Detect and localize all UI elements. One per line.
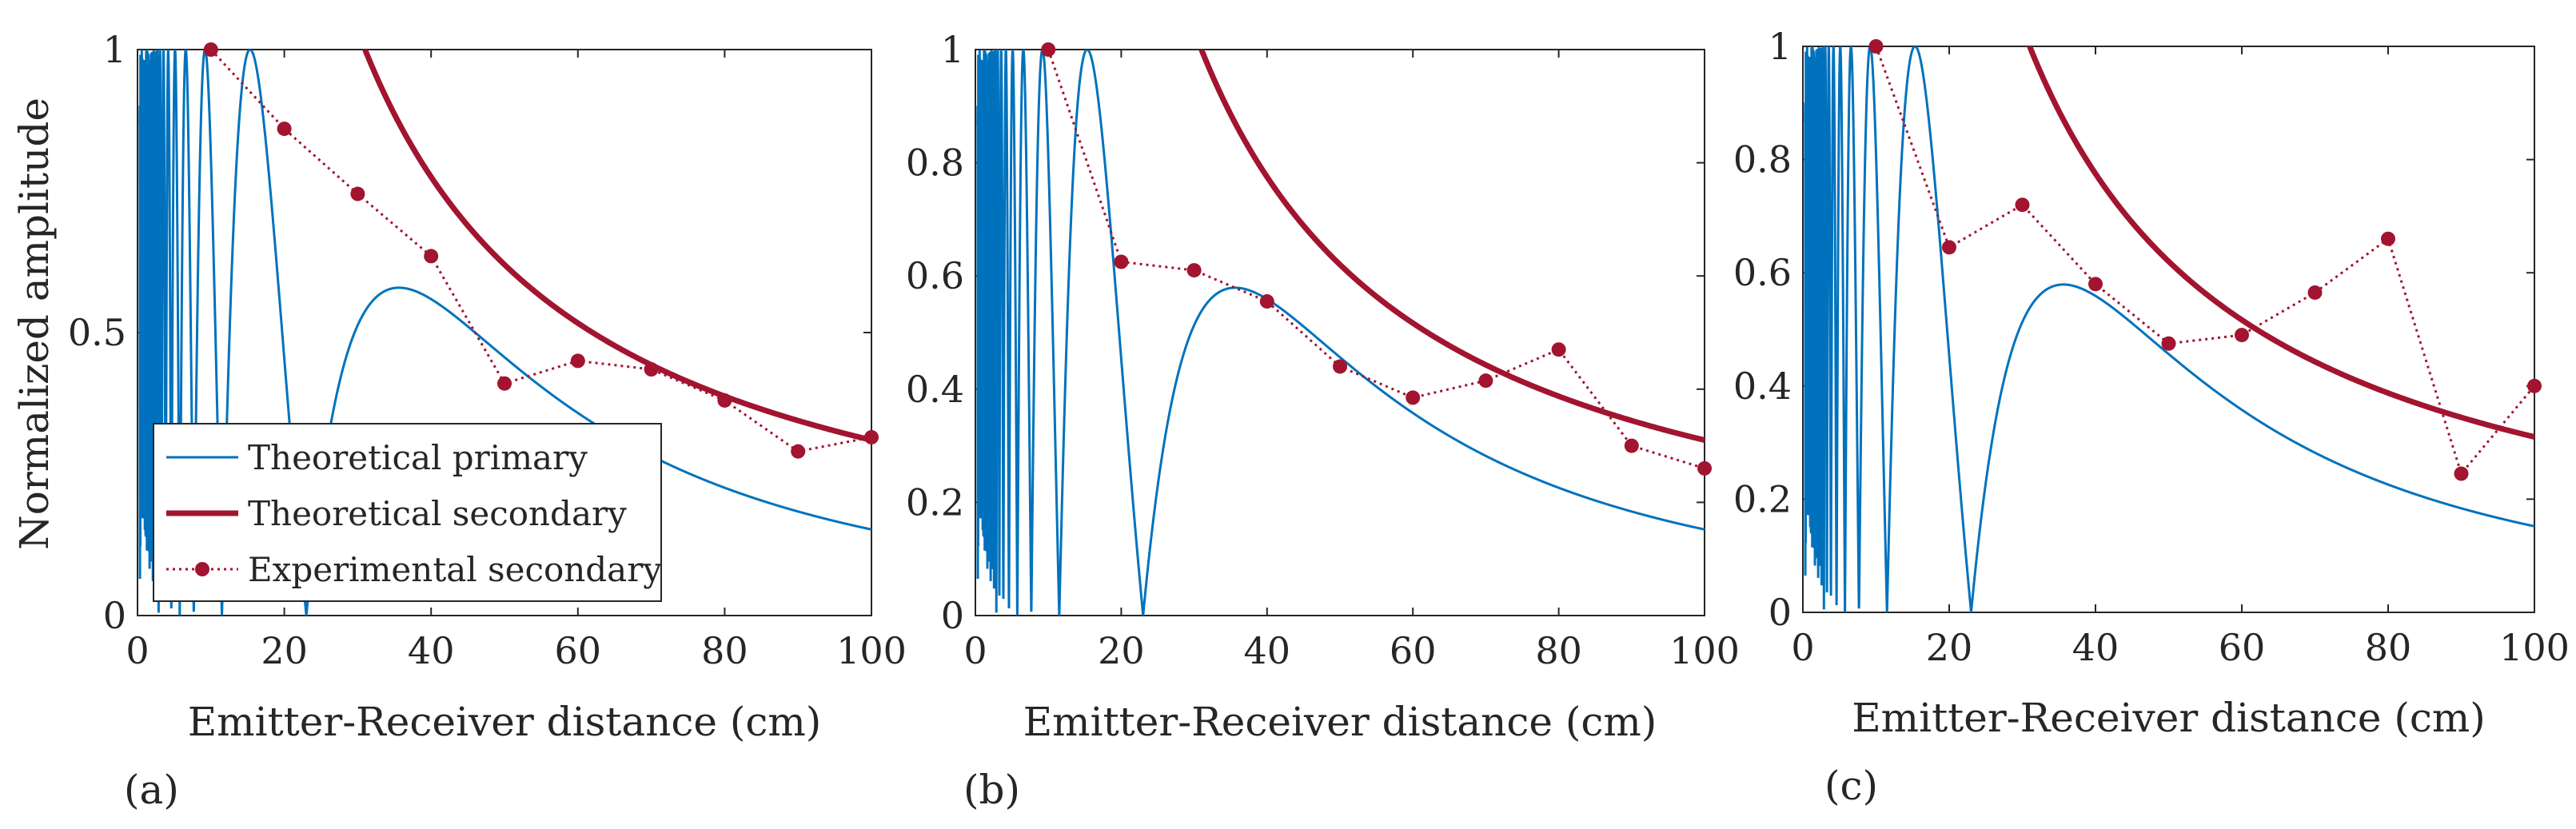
x-tick-label: 20: [1098, 629, 1145, 672]
x-tick-label: 100: [2499, 626, 2570, 669]
x-tick-label: 40: [1244, 629, 1291, 672]
y-tick-label: 1: [1769, 25, 1792, 68]
series-experimental-secondary: [209, 48, 872, 453]
experimental-point: [644, 362, 659, 377]
experimental-point: [277, 122, 292, 137]
experimental-point: [1041, 42, 1056, 57]
legend: Theoretical primary Theoretical secondar…: [153, 423, 662, 602]
experimental-point: [1259, 294, 1274, 309]
x-tick-label: 60: [2219, 626, 2266, 669]
y-tick-label: 0.8: [1733, 138, 1792, 181]
legend-label-secondary: Theoretical secondary: [248, 494, 627, 533]
plot-series: [138, 50, 871, 616]
x-tick-label: 40: [2072, 626, 2119, 669]
x-tick-label: 20: [261, 629, 308, 672]
experimental-point: [2015, 197, 2030, 213]
experimental-point: [570, 353, 585, 369]
x-tick-label: 100: [836, 629, 907, 672]
experimental-point: [1697, 460, 1712, 476]
plot-series: [1804, 46, 2534, 612]
experimental-point: [2161, 336, 2176, 351]
experimental-point: [1478, 373, 1493, 389]
legend-marker-experimental: [195, 562, 209, 576]
series-theoretical-secondary: [2026, 46, 2534, 440]
experimental-point: [1942, 240, 1956, 255]
experimental-point: [1551, 342, 1566, 357]
experimental-point: [2454, 466, 2469, 481]
panel-label: (a): [124, 767, 179, 813]
experimental-point: [2088, 277, 2103, 292]
x-tick-label: 20: [1926, 626, 1973, 669]
x-tick-label: 0: [126, 629, 149, 672]
x-tick-label: 100: [1669, 629, 1740, 672]
y-tick-label: 0.4: [1733, 365, 1792, 408]
experimental-point: [497, 376, 512, 391]
legend-label-primary: Theoretical primary: [248, 438, 588, 477]
y-tick-label: 0.6: [906, 254, 964, 297]
x-tick-label: 80: [701, 629, 748, 672]
experimental-point: [2381, 231, 2395, 246]
series-theoretical-primary: [976, 50, 1705, 616]
y-tick-label: 0.8: [906, 141, 964, 185]
experimental-point: [1114, 254, 1129, 269]
x-tick-label: 80: [2365, 626, 2412, 669]
x-tick-label: 40: [408, 629, 455, 672]
series-experimental-secondary: [1875, 46, 2536, 476]
y-tick-label: 0: [103, 594, 126, 637]
y-tick-label: 0.2: [1733, 477, 1792, 520]
plot-series: [976, 50, 1705, 616]
y-tick-label: 1: [941, 28, 964, 71]
series-experimental-secondary: [1047, 49, 1705, 470]
x-axis-label: Emitter-Receiver distance (cm): [188, 699, 822, 745]
legend-label-experimental: Experimental secondary: [248, 550, 662, 589]
y-axis-label: Normalized amplitude: [11, 98, 58, 550]
plot-area: [1802, 46, 2535, 613]
panel-label: (b): [963, 767, 1020, 813]
panel-a: 0 20 40 60 80 100 0 0.5 1 Emitter-Receiver distan…: [68, 28, 907, 813]
experimental-point: [1624, 438, 1639, 453]
plot-area: [975, 49, 1705, 616]
experimental-point: [1406, 390, 1421, 405]
experimental-point: [1186, 263, 1202, 278]
panel-label: (c): [1824, 763, 1878, 809]
experimental-point: [2235, 328, 2249, 343]
series-theoretical-primary: [1804, 46, 2534, 612]
x-axis-label: Emitter-Receiver distance (cm): [1023, 699, 1657, 745]
y-tick-label: 1: [103, 28, 126, 71]
series-theoretical-secondary: [1198, 50, 1705, 443]
y-tick-label: 0.4: [906, 368, 964, 411]
experimental-point: [791, 444, 806, 459]
x-axis-label: Emitter-Receiver distance (cm): [1852, 695, 2486, 741]
series-theoretical-secondary: [361, 50, 871, 443]
panel-b: 0 20 40 60 80 100 0 0.2 0.4 0.6 0.8 1 Emitter-Receiv…: [906, 28, 1740, 813]
x-tick-label: 0: [963, 629, 987, 672]
experimental-point: [424, 249, 439, 264]
experimental-point: [2527, 378, 2542, 393]
experimental-point: [1868, 39, 1884, 54]
y-tick-label: 0.2: [906, 480, 964, 524]
experimental-point: [203, 42, 218, 57]
x-tick-label: 80: [1535, 629, 1582, 672]
x-tick-label: 0: [1791, 626, 1814, 669]
experimental-point: [2307, 285, 2323, 300]
y-tick-label: 0: [941, 594, 964, 637]
panel-c: 0 20 40 60 80 100 0 0.2 0.4 0.6 0.8 1 Emitter-Receiv…: [1733, 25, 2570, 809]
y-tick-label: 0.6: [1733, 251, 1792, 294]
experimental-point: [350, 186, 365, 201]
x-tick-label: 60: [1390, 629, 1437, 672]
y-tick-label: 0: [1769, 591, 1792, 634]
experimental-point: [1333, 359, 1347, 374]
x-tick-label: 60: [555, 629, 602, 672]
y-tick-label: 0.5: [68, 311, 126, 354]
experimental-point: [717, 393, 732, 408]
series-theoretical-primary: [138, 50, 871, 616]
experimental-point: [864, 429, 879, 444]
